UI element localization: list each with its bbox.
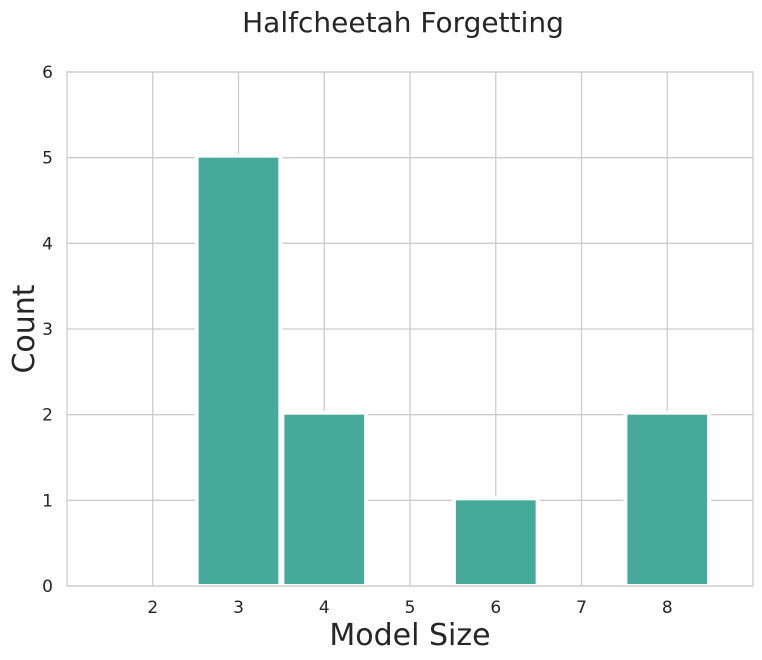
bar [455,500,536,584]
bar [198,157,279,584]
x-tick-label: 6 [490,598,501,618]
bar [284,414,365,584]
x-tick-label: 4 [319,598,330,618]
x-axis-label: Model Size [329,618,490,653]
y-tick-label: 2 [42,406,53,426]
y-tick-label: 5 [42,149,53,169]
y-tick-label: 6 [42,63,53,83]
bar [627,414,708,584]
chart-title: Halfcheetah Forgetting [242,6,564,39]
y-axis-label: Count [7,284,42,373]
y-tick-label: 0 [42,577,53,597]
x-tick-label: 8 [662,598,673,618]
y-tick-label: 3 [42,320,53,340]
bars [194,153,712,586]
x-tick-labels: 2 3 4 5 6 7 8 [147,598,672,618]
y-tick-label: 1 [42,491,53,511]
plot-frame [66,71,754,587]
x-tick-label: 5 [405,598,416,618]
y-tick-label: 4 [42,234,53,254]
x-tick-label: 7 [576,598,587,618]
y-tick-labels: 0 1 2 3 4 5 6 [42,63,53,597]
x-tick-label: 2 [147,598,158,618]
x-tick-label: 3 [233,598,244,618]
